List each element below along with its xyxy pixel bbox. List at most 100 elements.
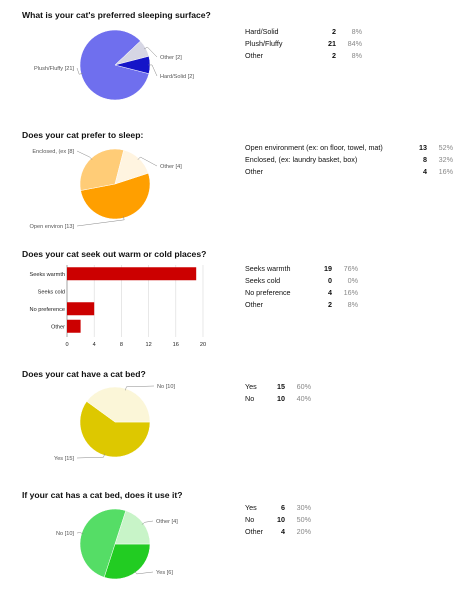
leader-line	[143, 46, 158, 58]
slice-label: Yes [15]	[54, 456, 74, 462]
summary-label: Seeks cold	[245, 276, 281, 286]
category-label: No preference	[30, 307, 65, 313]
leader-line	[76, 216, 125, 227]
slice-label: Enclosed, (ex [8]	[32, 149, 74, 155]
summary-label: Seeks warmth	[245, 264, 291, 273]
category-label: Seeks warmth	[30, 272, 65, 278]
slice-label: Yes [6]	[156, 570, 173, 576]
slice-label: Hard/Solid [2]	[160, 74, 194, 80]
summary-row: Open environment (ex: on floor, towel, m…	[245, 144, 453, 156]
x-tick-label: 20	[200, 342, 206, 348]
pie-chart-cat-bed: Yes [15] No [10]	[54, 384, 175, 462]
summary-count: 10	[277, 515, 285, 525]
summary-row: Seeks cold 0 0%	[245, 277, 358, 289]
summary-row: Other 4 20%	[245, 528, 311, 540]
summary-percent: 0%	[347, 276, 358, 286]
summary-label: Plush/Fluffy	[245, 39, 283, 49]
leader-line	[134, 570, 154, 575]
slice-label: No [10]	[157, 384, 175, 390]
summary-label: Hard/Solid	[245, 27, 279, 36]
summary-percent: 32%	[438, 155, 453, 165]
question-title: Does your cat seek out warm or cold plac…	[22, 249, 207, 259]
summary-percent: 52%	[438, 143, 453, 152]
summary-label: Other	[245, 51, 263, 61]
leader-line	[141, 520, 154, 525]
summary-label: No	[245, 394, 255, 404]
summary-row: Enclosed, (ex: laundry basket, box) 8 32%	[245, 156, 453, 168]
x-tick-label: 0	[65, 342, 68, 348]
summary-percent: 60%	[296, 382, 311, 391]
summary-label: Enclosed, (ex: laundry basket, box)	[245, 155, 358, 165]
summary-percent: 8%	[347, 300, 358, 310]
summary-label: Other	[245, 167, 263, 177]
summary-count: 4	[328, 288, 332, 298]
summary-label: Open environment (ex: on floor, towel, m…	[245, 143, 383, 152]
summary-row: Hard/Solid 2 8%	[245, 28, 362, 40]
summary-count: 15	[277, 382, 285, 391]
slice-label: Other [4]	[160, 164, 182, 170]
summary-percent: 20%	[296, 527, 311, 537]
slice-label: No [10]	[56, 531, 74, 537]
pie-chart-sleep-preference: Open environ [13] Enclosed, (ex [8] Other …	[30, 148, 182, 230]
slice-label: Other [4]	[156, 519, 178, 525]
leader-line	[148, 64, 158, 77]
slice-label: Plush/Fluffy [21]	[34, 66, 74, 72]
summary-count: 6	[281, 503, 285, 512]
summary-count: 4	[281, 527, 285, 537]
category-label: Other	[51, 324, 65, 330]
bar	[67, 319, 81, 333]
summary-count: 8	[423, 155, 427, 165]
bar	[67, 267, 197, 281]
leader-line	[76, 150, 93, 160]
x-tick-label: 4	[93, 342, 96, 348]
summary-percent: 8%	[351, 27, 362, 36]
slice-label: Other [2]	[160, 55, 182, 61]
x-tick-label: 12	[145, 342, 151, 348]
summary-row: Yes 15 60%	[245, 383, 311, 395]
summary-count: 13	[419, 143, 427, 152]
pie-chart-sleeping-surface: Plush/Fluffy [21] Other [2] Hard/Solid [2]	[34, 29, 194, 101]
response-summary: Yes 6 30% No 10 50% Other 4 20%	[245, 504, 311, 540]
summary-count: 21	[328, 39, 336, 49]
summary-row: Yes 6 30%	[245, 504, 311, 516]
summary-count: 2	[332, 27, 336, 36]
response-summary: Hard/Solid 2 8% Plush/Fluffy 21 84% Other 2 8%	[245, 28, 362, 64]
x-tick-label: 16	[173, 342, 179, 348]
leader-line	[76, 453, 105, 459]
response-summary: Open environment (ex: on floor, towel, m…	[245, 144, 453, 180]
summary-row: Plush/Fluffy 21 84%	[245, 40, 362, 52]
response-summary: Yes 15 60% No 10 40%	[245, 383, 311, 407]
summary-percent: 50%	[296, 515, 311, 525]
summary-row: Other 2 8%	[245, 52, 362, 64]
summary-percent: 16%	[438, 167, 453, 177]
summary-row: Other 4 16%	[245, 168, 453, 180]
summary-row: No 10 40%	[245, 395, 311, 407]
summary-percent: 8%	[351, 51, 362, 61]
summary-percent: 16%	[343, 288, 358, 298]
summary-label: Yes	[245, 382, 257, 391]
question-title: Does your cat have a cat bed?	[22, 369, 146, 379]
slice-label: Open environ [13]	[30, 224, 75, 230]
bar-chart-warm-cold: 0 4 8 12 16 20 Seeks warmth Seeks cold No prefer…	[30, 265, 206, 348]
summary-count: 10	[277, 394, 285, 404]
summary-count: 19	[324, 264, 332, 273]
category-label: Seeks cold	[38, 289, 65, 295]
summary-label: No preference	[245, 288, 291, 298]
summary-row: Seeks warmth 19 76%	[245, 265, 358, 277]
leader-line	[76, 67, 83, 75]
question-title: If your cat has a cat bed, does it use i…	[22, 490, 183, 500]
summary-row: Other 2 8%	[245, 301, 358, 313]
summary-percent: 76%	[343, 264, 358, 273]
leader-line	[125, 385, 155, 391]
question-title: Does your cat prefer to sleep:	[22, 130, 144, 140]
summary-count: 4	[423, 167, 427, 177]
bar	[67, 302, 95, 316]
leader-line	[137, 156, 158, 167]
summary-percent: 40%	[296, 394, 311, 404]
x-tick-label: 8	[120, 342, 123, 348]
summary-count: 2	[328, 300, 332, 310]
question-title: What is your cat's preferred sleeping su…	[22, 10, 211, 20]
summary-label: Other	[245, 300, 263, 310]
summary-label: Yes	[245, 503, 257, 512]
pie-chart-bed-usage: Yes [6] No [10] Other [4]	[56, 508, 178, 580]
